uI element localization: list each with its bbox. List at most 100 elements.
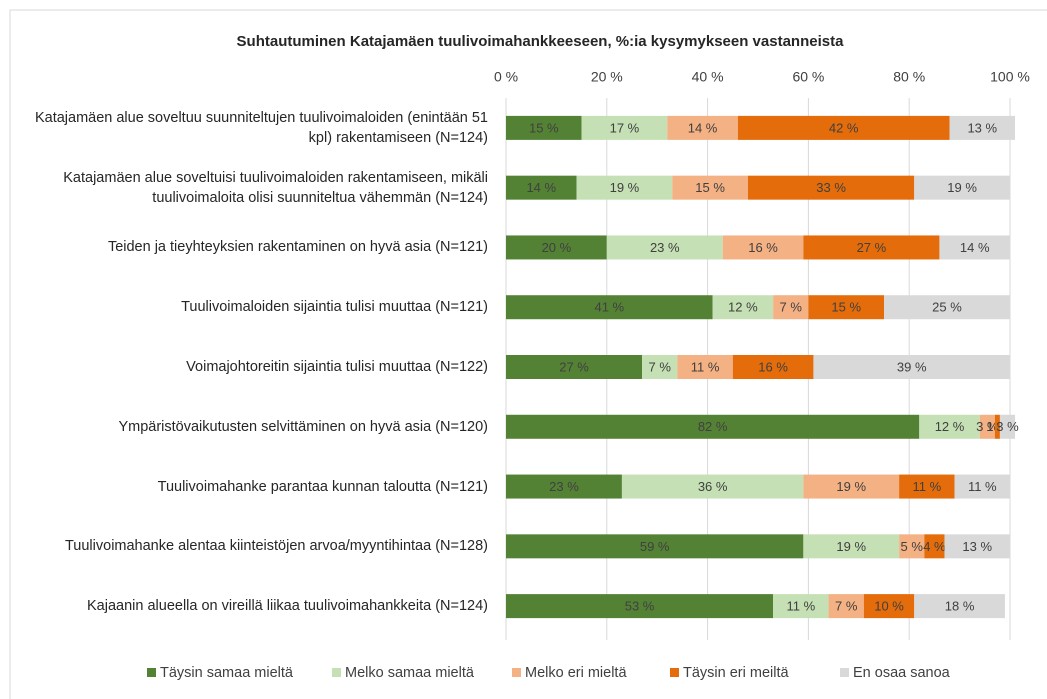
data-label: 12 % [728, 300, 758, 315]
legend-label: Täysin samaa mieltä [160, 665, 294, 681]
bar-segment [672, 175, 748, 200]
bar-segment [722, 235, 804, 260]
bar-segment [773, 295, 809, 320]
category-label: Katajamäen alue soveltuisi tuulivoimaloi… [63, 169, 488, 206]
category-label: Kajaanin alueella on vireillä liikaa tuu… [87, 598, 488, 615]
data-label: 23 % [650, 240, 680, 255]
x-tick-label: 100 % [990, 69, 1030, 85]
bar-segment [803, 235, 940, 260]
bar-segment [899, 534, 925, 559]
data-label: 36 % [698, 479, 728, 494]
data-label: 14 % [526, 180, 556, 195]
bar-segment [994, 414, 1000, 439]
bar-segment [712, 295, 774, 320]
bar-segment [813, 355, 1010, 379]
data-label: 42 % [829, 120, 859, 135]
bar-segment [642, 355, 678, 379]
bar-segment [677, 355, 733, 379]
data-label: 16 % [758, 359, 788, 374]
x-tick-label: 20 % [591, 69, 623, 85]
bar-segment [737, 115, 950, 140]
data-label: 18 % [945, 599, 975, 614]
data-label: 19 % [836, 479, 866, 494]
category-label: Voimajohtoreitin sijaintia tulisi muutta… [186, 359, 488, 375]
bar-segment [808, 295, 884, 320]
legend-swatch [332, 668, 341, 677]
category-label: Katajamäen alue soveltuu suunniteltujen … [34, 109, 488, 146]
data-label: 13 % [962, 539, 992, 554]
category-label: Tuulivoimahanke alentaa kiinteistöjen ar… [64, 538, 488, 555]
legend-label: En osaa sanoa [853, 665, 951, 681]
legend-label: Melko eri mieltä [525, 665, 627, 681]
legend-label: Täysin eri meiltä [683, 665, 789, 681]
data-label: 3 % [976, 419, 999, 434]
category-label: Ympäristövaikutusten selvittäminen on hy… [118, 418, 488, 435]
legend-label: Melko samaa mieltä [345, 665, 475, 681]
legend-swatch [840, 668, 849, 677]
chart-border [9, 9, 1047, 699]
data-label: 7 % [835, 599, 858, 614]
data-label: 17 % [610, 120, 640, 135]
data-label: 39 % [897, 359, 927, 374]
data-label: 15 % [529, 120, 559, 135]
data-label: 11 % [691, 359, 720, 374]
bar-segment [506, 594, 774, 619]
bar-segment [924, 534, 945, 559]
data-label: 19 % [610, 180, 640, 195]
data-label: 10 % [874, 599, 904, 614]
data-label: 19 % [947, 180, 977, 195]
x-tick-label: 40 % [692, 69, 724, 85]
data-label: 7 % [780, 300, 803, 315]
bar-segment [999, 414, 1016, 439]
bar-segment [506, 355, 643, 379]
bar-segment [944, 534, 1010, 559]
data-label: 27 % [559, 359, 589, 374]
data-label: 5 % [901, 539, 924, 554]
data-label: 25 % [932, 300, 962, 315]
data-label: 3 % [996, 419, 1019, 434]
bar-segment [803, 534, 900, 559]
bar-segment [884, 295, 1010, 320]
data-label: 11 % [787, 599, 816, 614]
data-label: 15 % [831, 300, 861, 315]
bar-segment [506, 115, 582, 140]
bar-segment [506, 534, 804, 559]
data-label: 53 % [625, 599, 655, 614]
bar-segment [506, 175, 577, 200]
bar-segment [863, 594, 915, 619]
category-label: Teiden ja tieyhteyksien rakentaminen on … [107, 239, 488, 256]
data-label: 13 % [967, 120, 997, 135]
bar-segment [939, 235, 1010, 260]
data-label: 11 % [968, 479, 997, 494]
bar-segment [773, 594, 829, 619]
data-label: 20 % [542, 240, 572, 255]
bar-segment [747, 175, 915, 200]
bar-segment [979, 414, 995, 439]
bar-segment [506, 235, 607, 260]
data-label: 33 % [816, 180, 846, 195]
bar-segment [606, 235, 723, 260]
bar-segment [899, 474, 955, 499]
bar-segment [732, 355, 814, 379]
legend-swatch [512, 668, 521, 677]
data-label: 12 % [935, 419, 965, 434]
bar-segment [949, 115, 1016, 140]
data-label: 59 % [640, 539, 670, 554]
bar-segment [914, 594, 1005, 619]
bar-segment [506, 414, 920, 439]
bar-segment [621, 474, 804, 499]
x-tick-label: 80 % [893, 69, 925, 85]
x-tick-label: 60 % [792, 69, 824, 85]
data-label: 4 % [923, 539, 946, 554]
bar-segment [828, 594, 864, 619]
legend-swatch [147, 668, 156, 677]
data-label: 15 % [695, 180, 725, 195]
data-label: 41 % [594, 300, 624, 315]
data-label: 16 % [748, 240, 778, 255]
bar-segment [576, 175, 673, 200]
data-label: 14 % [688, 120, 718, 135]
bar-segment [954, 474, 1010, 499]
chart-title: Suhtautuminen Katajamäen tuulivoimahankk… [237, 33, 845, 50]
